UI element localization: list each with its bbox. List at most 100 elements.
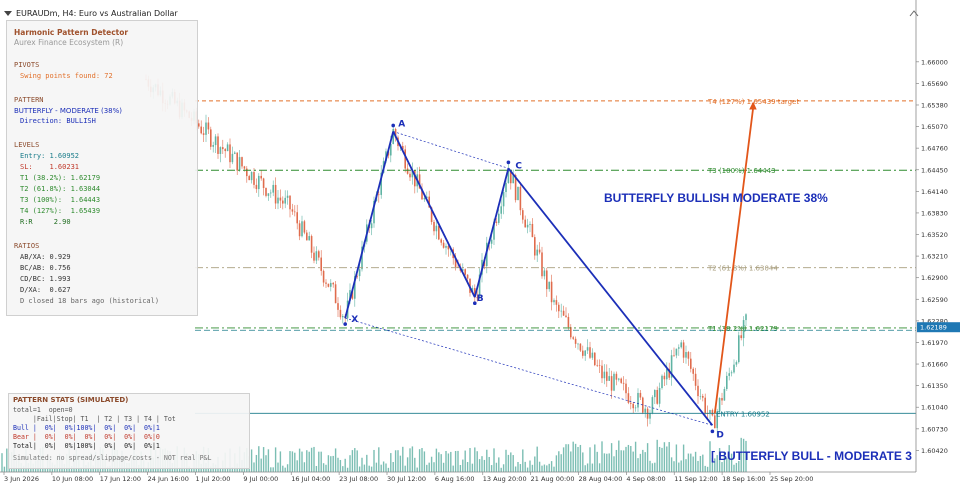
volume-bar <box>541 465 543 472</box>
harmonic-pattern: X A B C D <box>343 101 757 440</box>
time-tick-label-0: 3 Jun 2026 <box>4 475 39 483</box>
volume-bar <box>447 453 450 472</box>
volume-bar <box>445 450 447 472</box>
level-label-4: ENTRY 1.60952 <box>716 410 770 418</box>
candle-body <box>558 304 560 312</box>
candle-body <box>495 221 498 223</box>
candle-body <box>714 415 716 429</box>
candle-body <box>351 290 354 299</box>
volume-bar <box>337 457 339 472</box>
volume-bar <box>363 464 366 472</box>
chevron-down-icon[interactable] <box>4 10 12 16</box>
candle-body <box>380 172 382 195</box>
candle-body <box>212 145 214 147</box>
volume-bar <box>344 458 346 472</box>
volume-bar <box>478 459 481 472</box>
volume-bar <box>670 457 673 472</box>
target-arrow-head <box>749 101 757 110</box>
ratio-cd-bc: CD/BC: 1.993 <box>20 275 71 283</box>
candle-body <box>555 300 558 305</box>
candle-body <box>642 397 644 413</box>
candle-body <box>313 252 315 261</box>
d-closed-note: D closed 18 bars ago (historical) <box>20 297 160 305</box>
volume-bar <box>598 463 601 472</box>
candle-body <box>570 327 572 338</box>
ac-dotted-line <box>393 131 509 169</box>
volume-bar <box>366 454 368 472</box>
volume-bar <box>649 460 651 472</box>
candle-body <box>637 392 639 408</box>
candle-body <box>262 178 265 189</box>
volume-bar <box>370 466 373 472</box>
volume-bar <box>687 453 690 472</box>
volume-bar <box>457 450 459 472</box>
candle-body <box>668 368 670 378</box>
volume-bar <box>466 462 469 472</box>
volume-bar <box>399 455 402 472</box>
candle-body <box>490 239 493 244</box>
candle-body <box>620 378 622 383</box>
candle-body <box>534 237 536 256</box>
candle-body <box>337 303 339 310</box>
candle-body <box>579 343 582 351</box>
volume-bar <box>294 452 296 472</box>
candle-body <box>742 320 745 339</box>
panel-subtitle: Aurex Finance Ecosystem (R) <box>14 38 124 47</box>
volume-bar <box>44 467 46 472</box>
volume-bar <box>342 466 344 472</box>
volume-bar <box>190 467 193 472</box>
scroll-up-icon[interactable] <box>909 10 919 17</box>
volume-bar <box>668 442 670 472</box>
volume-bar <box>416 467 418 472</box>
volume-bar <box>282 465 284 472</box>
candle-body <box>342 315 344 318</box>
volume-bar <box>279 451 282 472</box>
volume-bar <box>385 463 387 472</box>
volume-bar <box>315 465 318 472</box>
candle-body <box>210 129 212 147</box>
stats-footnote: Simulated: no spread/slippage/costs - NO… <box>13 454 212 462</box>
candle-body <box>608 376 610 381</box>
volume-bar <box>430 456 433 472</box>
risk-reward: R:R 2.90 <box>20 218 71 226</box>
volume-bar <box>440 454 442 472</box>
volume-bar <box>666 446 668 472</box>
candle-body <box>334 284 337 304</box>
candle-body <box>538 249 541 253</box>
price-tick-label-7: 1.63830 <box>921 209 948 217</box>
price-tick-label-14: 1.61660 <box>921 361 948 369</box>
candle-body <box>409 173 411 178</box>
candle-body <box>392 129 394 144</box>
volume-bar <box>397 450 399 472</box>
volume-bar <box>349 455 351 472</box>
volume-bar <box>351 450 354 472</box>
point-marker-D <box>710 429 715 434</box>
volume-bar <box>586 463 589 472</box>
candle-body <box>330 282 332 287</box>
symbol-bar[interactable]: EURAUDm, H4: Euro vs Australian Dollar <box>4 6 178 20</box>
volume-bar <box>745 440 747 472</box>
volume-bar <box>433 462 435 472</box>
price-axis[interactable]: 1.66000 1.65690 1.65380 1.65070 1.64760 1.644… <box>916 58 960 455</box>
time-axis[interactable]: 3 Jun 2026 10 Jun 08:00 17 Jun 12:00 24 Jun… <box>3 472 813 483</box>
volume-bar <box>723 451 726 472</box>
volume-bar <box>517 462 519 472</box>
volume-bar <box>493 448 495 472</box>
volume-bar <box>642 449 644 472</box>
current-price-tag <box>917 322 960 333</box>
candle-body <box>258 175 260 190</box>
volume-bar <box>250 449 253 472</box>
candle-body <box>354 276 356 299</box>
point-label-D: D <box>716 430 723 440</box>
volume-bar <box>699 455 702 472</box>
price-tick-label-1: 1.65690 <box>921 80 948 88</box>
volume-bar <box>531 464 534 472</box>
candle-body <box>618 378 620 380</box>
candle-body <box>594 352 596 366</box>
candle-body <box>370 223 373 229</box>
volume-bar <box>274 447 277 472</box>
candle-body <box>310 236 313 253</box>
volume-bar <box>498 457 500 472</box>
candle-body <box>234 152 236 154</box>
volume-bar <box>608 453 610 472</box>
